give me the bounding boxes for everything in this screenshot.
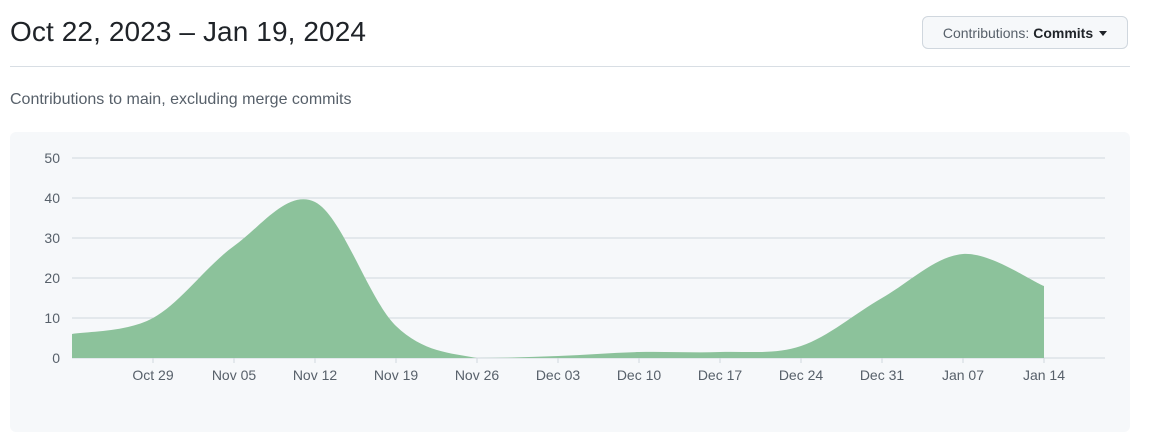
page-title: Oct 22, 2023 – Jan 19, 2024 <box>10 16 367 47</box>
x-tick-label: Oct 29 <box>132 367 173 383</box>
x-tick-label: Dec 31 <box>860 367 905 383</box>
x-tick-label: Nov 05 <box>212 367 257 383</box>
contributions-area-chart: 0 10 20 30 40 50 Oct 29 Nov 05 Nov 12 Nov 19 Nov … <box>44 150 1105 383</box>
x-tick-label: Dec 10 <box>617 367 662 383</box>
x-tick-label: Dec 24 <box>779 367 824 383</box>
area-series <box>72 199 1044 358</box>
x-tick-label: Nov 26 <box>455 367 500 383</box>
header-divider <box>10 66 1130 67</box>
y-tick-label: 0 <box>52 350 60 366</box>
y-axis-ticks: 0 10 20 30 40 50 <box>44 150 60 366</box>
chart-description: Contributions to main, excluding merge c… <box>10 91 352 108</box>
x-tick-label: Dec 17 <box>698 367 743 383</box>
caret-down-icon <box>1099 31 1108 36</box>
y-tick-label: 30 <box>44 230 60 246</box>
x-tick-label: Jan 14 <box>1023 367 1065 383</box>
y-tick-label: 50 <box>44 150 60 166</box>
chart-panel: 0 10 20 30 40 50 Oct 29 Nov 05 Nov 12 Nov 19 Nov … <box>10 132 1130 432</box>
commits-area <box>72 199 1044 358</box>
x-tick-label: Jan 07 <box>942 367 984 383</box>
x-axis-ticks: Oct 29 Nov 05 Nov 12 Nov 19 Nov 26 Dec 03 Dec … <box>132 358 1065 383</box>
x-tick-label: Nov 19 <box>374 367 419 383</box>
y-tick-label: 10 <box>44 310 60 326</box>
x-tick-label: Dec 03 <box>536 367 581 383</box>
contributions-type-dropdown[interactable]: Contributions: Commits <box>922 16 1128 49</box>
x-tick-label: Nov 12 <box>293 367 338 383</box>
dropdown-value: Commits <box>1033 24 1094 41</box>
y-tick-label: 40 <box>44 190 60 206</box>
y-tick-label: 20 <box>44 270 60 286</box>
dropdown-label: Contributions: <box>942 24 1030 41</box>
